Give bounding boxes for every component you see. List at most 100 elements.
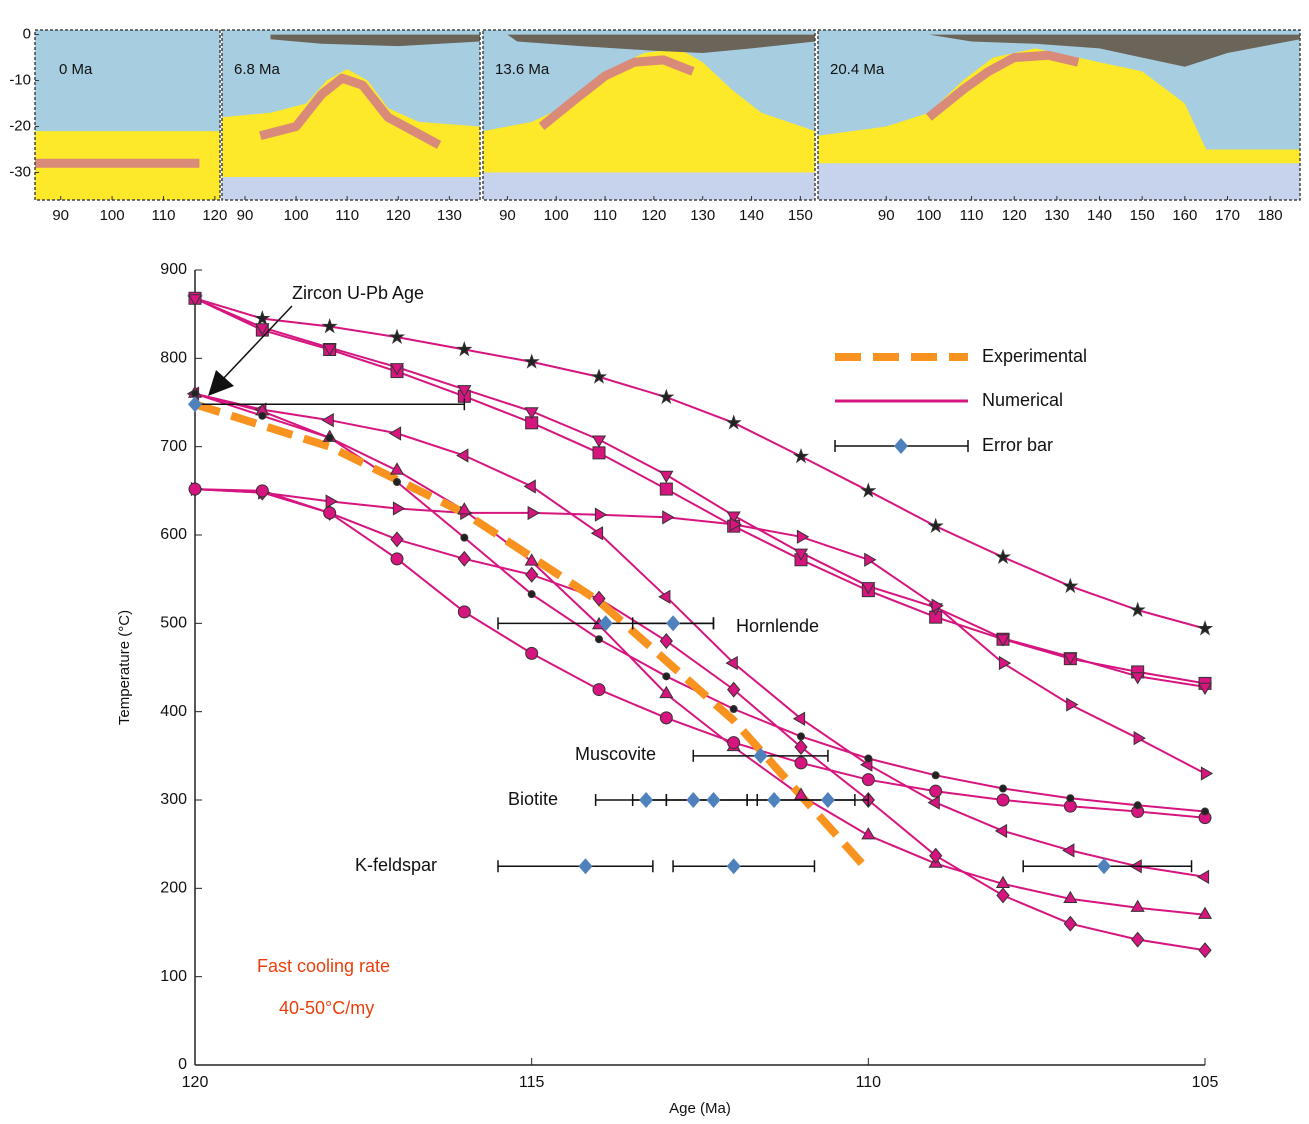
x-tick-label: 110 [152,207,176,224]
marker [1201,807,1209,816]
error-point [753,747,768,764]
y-axis-label: Temperature (°C) [116,610,133,725]
panel-frame [817,29,1301,201]
marker [658,589,671,604]
marker [321,318,338,334]
panel-frame [34,29,221,201]
error-point [598,615,613,632]
marker [792,447,810,464]
marker [659,711,673,725]
marker [255,323,270,336]
marker [1129,601,1146,617]
x-tick-label: 160 [1172,207,1197,224]
legend-label: Numerical [982,390,1063,410]
panel-title: 0 Ma [59,61,93,78]
annotation: K-feldspar [355,855,437,875]
marker [659,482,673,496]
marker [187,294,203,307]
marker [524,553,539,566]
marker [523,353,540,369]
section-panel: 6.8 Ma 90 100 110 120 130 [221,29,481,224]
marker [727,681,741,698]
marker [929,784,943,798]
x-tick-label: 140 [739,207,764,224]
y-tick-label: 500 [160,615,187,632]
y-tick-label: 700 [160,438,187,455]
marker [188,482,202,496]
marker [390,552,404,566]
marker [996,793,1010,807]
marker [794,739,808,755]
marker [725,655,738,671]
x-tick-label: 120 [641,207,666,224]
marker [659,685,674,699]
x-tick-label: 130 [690,207,715,224]
marker [255,484,269,498]
marker [996,887,1010,904]
marker [792,711,806,726]
marker [794,756,808,770]
marker [931,771,940,780]
y-tick-label: 0 [23,26,31,43]
marker [525,566,539,583]
mantle-layer [222,177,480,200]
marker [1063,915,1077,932]
section-panel: 0 Ma 90 100 110 120 0 -10 -20 -30 [9,26,227,224]
legend-label: Error bar [982,435,1053,455]
marker [797,732,805,741]
marker [1198,942,1212,959]
marker [860,482,877,498]
panel-title: 20.4 Ma [830,61,885,78]
melt-band [926,50,1080,121]
marker [998,655,1012,671]
melt-band [538,55,695,131]
marker [388,426,402,441]
x-tick-label: 90 [52,207,69,224]
marker [1131,931,1145,948]
y-tick-label: -20 [9,117,31,134]
y-tick-label: 800 [160,350,187,367]
marker [861,773,875,787]
x-tick-label: 120 [202,207,227,224]
section-panel: 20.4 Ma 90 100 110 120 130 140 150 160 170 180 [817,29,1301,224]
melt-band [259,73,442,149]
marker [457,502,472,515]
marker [662,672,671,681]
experimental-line [193,400,872,874]
numerical-line [194,392,1206,878]
y-tick-label: 400 [160,703,187,720]
x-tick-label: 110 [335,207,359,224]
marker [1130,899,1145,912]
marker [929,847,943,864]
marker [793,787,809,800]
marker [389,363,405,376]
marker [1196,620,1214,636]
marker [927,517,944,533]
marker [457,605,471,619]
marker [321,413,334,428]
x-axis-label: Age (Ma) [669,1100,731,1117]
marker [592,446,606,460]
marker [592,590,606,607]
marker [457,550,471,567]
error-point [767,792,782,808]
y-tick-label: 900 [160,261,187,278]
x-tick-label: 150 [788,207,813,224]
x-tick-label: 140 [1087,207,1112,224]
numerical-line [194,488,1206,775]
marker [861,582,876,595]
marker [525,646,539,660]
marker [927,795,940,810]
marker [659,633,673,649]
x-tick-label: 110 [960,207,984,224]
marker [994,548,1012,564]
marker [864,552,877,567]
y-tick-label: 600 [160,526,187,543]
marker [1133,801,1142,810]
marker [590,526,604,541]
marker [191,389,199,398]
marker [725,414,742,430]
numerical-line [194,392,1206,916]
marker [1133,731,1146,746]
error-point [666,615,681,632]
